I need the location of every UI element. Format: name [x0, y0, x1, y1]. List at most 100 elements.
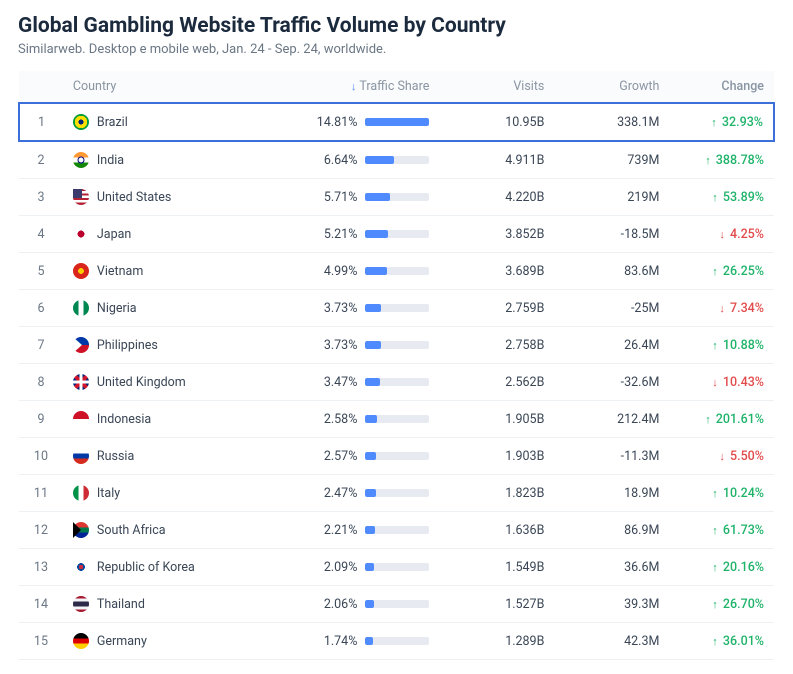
traffic-share-cell: 3.73% [272, 290, 439, 327]
change-value: 201.61% [713, 412, 764, 427]
growth-cell: 739M [554, 141, 669, 179]
rank-cell: 4 [19, 216, 63, 253]
rank-cell: 10 [19, 438, 63, 475]
visits-cell: 1.905B [439, 401, 554, 438]
arrow-up-icon: ↑ [712, 561, 718, 574]
change-value: 36.01% [720, 634, 764, 649]
country-name: Nigeria [97, 301, 137, 316]
traffic-share-bar [365, 563, 429, 571]
table-row[interactable]: 8United Kingdom3.47%2.562B-32.6M↓ 10.43% [19, 364, 774, 401]
country-name: United Kingdom [97, 375, 186, 390]
traffic-share-value: 14.81% [301, 115, 357, 130]
traffic-share-cell: 2.57% [272, 438, 439, 475]
traffic-share-value: 5.71% [301, 190, 357, 205]
rank-cell: 3 [19, 179, 63, 216]
country-name: India [97, 153, 124, 168]
country-cell: Republic of Korea [63, 549, 272, 586]
traffic-share-value: 1.74% [301, 634, 357, 649]
table-row[interactable]: 6Nigeria3.73%2.759B-25M↓ 7.34% [19, 290, 774, 327]
change-value: 7.34% [727, 301, 764, 316]
col-change[interactable]: Change [669, 71, 774, 103]
change-value: 26.25% [720, 264, 764, 279]
traffic-share-value: 6.64% [301, 153, 357, 168]
country-cell: India [63, 141, 272, 179]
arrow-up-icon: ↑ [712, 598, 718, 611]
table-row[interactable]: 15Germany1.74%1.289B42.3M↑ 36.01% [19, 623, 774, 660]
growth-cell: 219M [554, 179, 669, 216]
table-row[interactable]: 11Italy2.47%1.823B18.9M↑ 10.24% [19, 475, 774, 512]
country-cell: Russia [63, 438, 272, 475]
change-cell: ↑ 20.16% [669, 549, 774, 586]
traffic-share-value: 3.73% [301, 338, 357, 353]
visits-cell: 3.852B [439, 216, 554, 253]
country-cell: Germany [63, 623, 272, 660]
table-row[interactable]: 9Indonesia2.58%1.905B212.4M↑ 201.61% [19, 401, 774, 438]
arrow-down-icon: ↓ [719, 302, 725, 315]
col-traffic-share[interactable]: ↓Traffic Share [272, 71, 439, 103]
visits-cell: 4.911B [439, 141, 554, 179]
table-row[interactable]: 14Thailand2.06%1.527B39.3M↑ 26.70% [19, 586, 774, 623]
change-value: 61.73% [720, 523, 764, 538]
change-cell: ↑ 26.70% [669, 586, 774, 623]
table-row[interactable]: 2 India 6.64% 4.911B739M↑ 388.78% [19, 141, 774, 179]
country-name: Vietnam [97, 264, 143, 279]
traffic-share-cell: 14.81% [272, 103, 439, 141]
country-name: United States [97, 190, 171, 205]
country-name: Brazil [97, 115, 128, 130]
traffic-share-cell: 2.06% [272, 586, 439, 623]
traffic-share-value: 3.73% [301, 301, 357, 316]
traffic-share-bar [365, 193, 429, 201]
traffic-share-value: 5.21% [301, 227, 357, 242]
visits-cell: 4.220B [439, 179, 554, 216]
table-row[interactable]: 13Republic of Korea2.09%1.549B36.6M↑ 20.… [19, 549, 774, 586]
flag-icon [73, 559, 89, 575]
col-visits[interactable]: Visits [439, 71, 554, 103]
growth-cell: 83.6M [554, 253, 669, 290]
flag-icon [73, 485, 89, 501]
change-cell: ↓ 4.25% [669, 216, 774, 253]
growth-cell: -18.5M [554, 216, 669, 253]
table-row[interactable]: 10Russia2.57%1.903B-11.3M↓ 5.50% [19, 438, 774, 475]
change-value: 32.93% [719, 115, 763, 130]
visits-cell: 1.549B [439, 549, 554, 586]
table-row[interactable]: 4Japan5.21%3.852B-18.5M↓ 4.25% [19, 216, 774, 253]
flag-icon [73, 152, 89, 168]
table-row[interactable]: 5Vietnam4.99%3.689B83.6M↑ 26.25% [19, 253, 774, 290]
change-value: 10.88% [720, 338, 764, 353]
arrow-up-icon: ↑ [705, 413, 711, 426]
country-name: Thailand [97, 597, 145, 612]
traffic-share-value: 2.47% [301, 486, 357, 501]
visits-cell: 2.562B [439, 364, 554, 401]
country-cell: Vietnam [63, 253, 272, 290]
change-value: 10.24% [720, 486, 764, 501]
rank-cell: 15 [19, 623, 63, 660]
traffic-share-value: 2.09% [301, 560, 357, 575]
col-growth[interactable]: Growth [554, 71, 669, 103]
table-row[interactable]: 1Brazil14.81%10.95B338.1M↑ 32.93% [19, 103, 774, 141]
traffic-share-cell: 5.71% [272, 179, 439, 216]
arrow-down-icon: ↓ [712, 376, 718, 389]
arrow-up-icon: ↑ [712, 339, 718, 352]
col-country[interactable]: Country [63, 71, 272, 103]
change-cell: ↓ 5.50% [669, 438, 774, 475]
growth-cell: 338.1M [554, 103, 669, 141]
table-row[interactable]: 3United States5.71%4.220B219M↑ 53.89% [19, 179, 774, 216]
arrow-up-icon: ↑ [711, 116, 717, 129]
country-name: Russia [97, 449, 134, 464]
sort-down-icon: ↓ [351, 80, 357, 93]
table-row[interactable]: 7Philippines3.73%2.758B26.4M↑ 10.88% [19, 327, 774, 364]
rank-cell: 13 [19, 549, 63, 586]
change-value: 20.16% [720, 560, 764, 575]
traffic-share-cell: 2.21% [272, 512, 439, 549]
rank-cell: 9 [19, 401, 63, 438]
flag-icon [73, 522, 89, 538]
growth-cell: 26.4M [554, 327, 669, 364]
flag-icon [73, 189, 89, 205]
table-row[interactable]: 12South Africa2.21%1.636B86.9M↑ 61.73% [19, 512, 774, 549]
change-cell: ↑ 388.78% [669, 141, 774, 179]
traffic-share-bar [365, 267, 429, 275]
flag-icon [73, 374, 89, 390]
col-rank[interactable] [19, 71, 63, 103]
traffic-share-value: 2.21% [301, 523, 357, 538]
rank-cell: 2 [19, 141, 63, 179]
